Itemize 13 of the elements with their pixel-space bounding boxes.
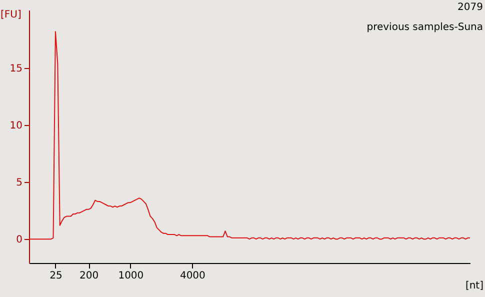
- x-axis-title: [nt]: [465, 280, 484, 292]
- y-tick-label: 5: [16, 178, 22, 189]
- y-axis-title: [FU]: [0, 10, 22, 20]
- line-series: [28, 31, 470, 240]
- chart-title: 2079: [458, 2, 483, 13]
- y-tick-label: 15: [10, 64, 22, 75]
- x-tick-label: 4000: [180, 270, 206, 282]
- x-tick-label: 25: [50, 270, 62, 282]
- x-tick-label: 1000: [118, 270, 144, 282]
- y-tick-label: 0: [16, 234, 22, 246]
- text: previous samples-Suna: [366, 22, 483, 33]
- x-tick-label: 200: [79, 270, 99, 282]
- y-tick-label: 10: [10, 120, 22, 132]
